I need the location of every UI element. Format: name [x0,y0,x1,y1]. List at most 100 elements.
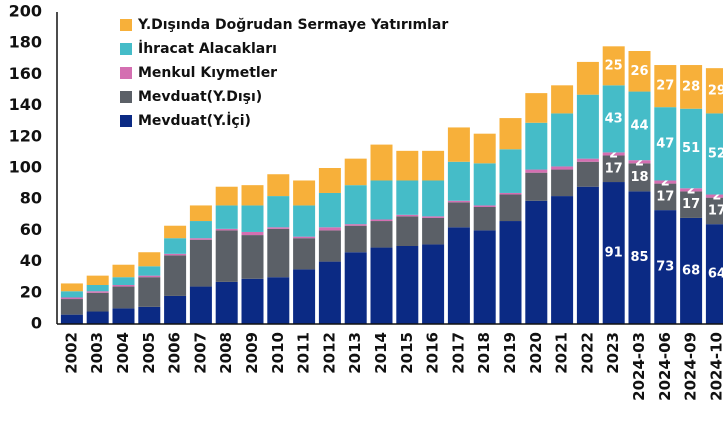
bar-segment [396,150,419,181]
bar-segment [396,180,419,215]
legend-swatch [120,91,132,103]
x-tick-label: 2021 [553,332,571,374]
data-label: 73 [656,260,674,275]
bar-segment [164,253,187,256]
bar-segment [525,93,548,123]
bar-segment [680,217,703,324]
bar-segment [86,285,109,292]
bar-segment [293,238,316,270]
x-tick-label: 2004 [114,332,132,374]
y-tick-label: 40 [20,251,42,270]
bar-segment [267,196,290,228]
data-label: 64 [708,267,723,282]
bar-segment [318,261,341,324]
bar-segment [396,246,419,324]
data-label: 68 [682,263,700,278]
bar-segment [164,255,187,296]
bar-segment [422,244,445,324]
bar-segment [215,205,238,229]
bar-segment [344,252,367,324]
bar-segment [189,286,212,324]
bar-segment [705,194,723,198]
bar-segment [628,160,651,164]
bar-segment [654,183,677,211]
data-label: 17 [605,161,623,176]
legend-swatch [120,67,132,79]
data-label: 44 [630,118,648,133]
bar-segment [138,252,161,267]
bar-segment [576,61,599,95]
bar-segment [705,224,723,324]
bar-segment [473,230,496,324]
x-tick-label: 2012 [320,332,338,374]
bar-segment [138,277,161,307]
bar-segment [551,113,574,167]
x-tick-label: 2016 [424,332,442,374]
bar-segment [164,225,187,239]
bar-segment [551,196,574,324]
data-label: 17 [708,203,723,218]
bar-segment [344,185,367,225]
data-label: 52 [708,146,723,161]
bar-segment [112,277,135,285]
data-label: 2 [609,146,618,161]
bar-segment [396,216,419,246]
bar-segment [293,180,316,206]
data-label: 17 [656,189,674,204]
y-tick-label: 20 [20,282,42,301]
bar-segment [576,94,599,159]
legend-label: Y.Dışında Doğrudan Sermaye Yatırımlar [137,17,448,33]
bar-segment [60,297,83,300]
bar-segment [705,113,723,195]
x-tick-label: 2017 [449,332,467,374]
bar-segment [499,194,522,222]
x-tick-label: 2023 [604,332,622,374]
bar-segment [422,216,445,218]
bar-segment [525,200,548,324]
bar-segment [447,227,470,324]
y-tick-label: 60 [20,220,42,239]
bar-segment [60,299,83,315]
x-tick-label: 2024-09 [682,332,700,401]
bar-segment [60,291,83,298]
bar-segment [164,238,187,254]
y-tick-label: 180 [9,33,42,52]
bar-segment [318,168,341,193]
data-label: 47 [656,136,674,151]
legend-label: Menkul Kıymetler [138,65,277,81]
bar-segment [525,172,548,201]
data-label: 26 [630,64,648,79]
bar-segment [344,224,367,226]
y-tick-label: 140 [9,95,42,114]
legend-swatch [120,43,132,55]
bar-segment [602,152,625,156]
bar-segment [473,205,496,207]
y-tick-label: 100 [9,158,42,177]
bar-segment [112,286,135,309]
bar-segment [86,311,109,324]
bar-segment [267,277,290,324]
bar-segment [473,207,496,231]
bar-segment [86,291,109,293]
x-tick-label: 2019 [501,332,519,374]
bar-segment [680,191,703,218]
data-label: 43 [605,111,623,126]
y-tick-label: 200 [9,2,42,21]
x-tick-label: 2024-06 [656,332,674,401]
x-tick-label: 2013 [346,332,364,374]
bar-segment [241,235,264,279]
legend-label: Mevduat(Y.İçi) [138,112,251,129]
x-tick-label: 2006 [166,332,184,374]
x-tick-label: 2022 [578,332,596,374]
data-label: 29 [708,83,723,98]
bar-segment [215,228,238,231]
bar-segment [370,180,393,220]
bar-segment [241,185,264,206]
bar-segment [60,283,83,292]
bar-segment [499,192,522,195]
bar-segment [447,127,470,162]
bar-segment [473,163,496,206]
bar-segment [318,192,341,228]
bar-segment [654,65,677,108]
